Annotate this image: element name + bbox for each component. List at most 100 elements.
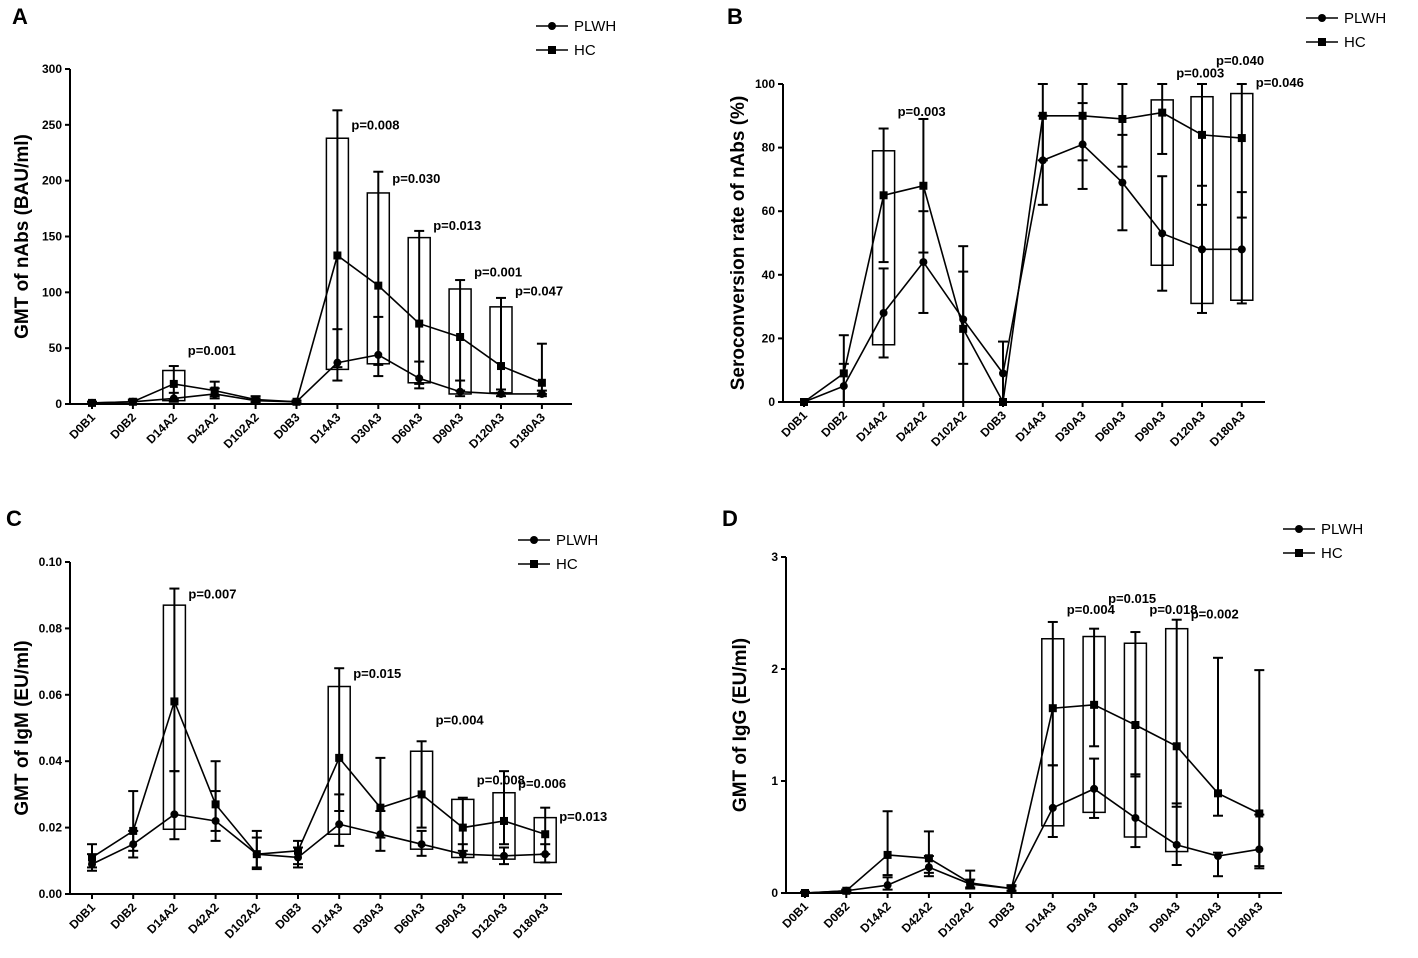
p-value-annotation: p=0.015 [1108, 591, 1156, 606]
p-value-annotation: p=0.047 [515, 284, 563, 299]
y-tick-label: 20 [762, 331, 776, 345]
y-tick-label: 100 [755, 77, 775, 91]
x-tick-label: D0B2 [107, 410, 139, 442]
y-tick-label: 0.10 [39, 555, 63, 569]
y-axis-label: GMT of IgM (EU/ml) [12, 640, 33, 815]
p-value-annotation: p=0.030 [392, 171, 440, 186]
data-point [919, 181, 928, 190]
x-tick-label: D0B3 [978, 408, 1010, 440]
series-hc [799, 83, 1247, 406]
x-tick-label: D14A3 [1023, 899, 1060, 936]
data-point [415, 319, 424, 328]
y-axis-label: GMT of IgG (EU/ml) [730, 638, 751, 812]
data-point [292, 397, 301, 406]
x-tick-label: D0B2 [108, 900, 140, 932]
data-point [801, 889, 809, 897]
data-point [500, 816, 508, 825]
y-tick-label: 0.08 [39, 621, 63, 635]
panel-label: D [722, 506, 738, 531]
x-tick-label: D14A2 [857, 899, 894, 936]
y-tick-label: 3 [771, 550, 778, 564]
legend-label: PLWH [574, 18, 616, 35]
data-point [294, 846, 302, 855]
data-point [883, 850, 892, 859]
series-hc [87, 109, 547, 407]
data-point [169, 379, 178, 388]
x-tick-label: D120A3 [1167, 408, 1208, 449]
data-point [1118, 114, 1127, 123]
data-point [497, 362, 505, 371]
y-tick-label: 50 [49, 341, 63, 355]
data-point [333, 251, 342, 260]
data-point [417, 840, 426, 849]
legend-label: PLWH [1321, 521, 1363, 538]
y-axis-label: Seroconversion rate of nAbs (%) [728, 96, 749, 391]
panel-A: A 0 50 100 150 200 250 300 D0B1 D0B2 D14A2 D42A2 D10… [12, 4, 616, 451]
p-value-annotation: p=0.004 [436, 713, 485, 728]
data-point [417, 790, 426, 799]
y-tick-label: 0.06 [39, 688, 63, 702]
legend-label: HC [1321, 545, 1343, 562]
data-point [919, 258, 928, 267]
legend-marker [1318, 38, 1326, 46]
data-point [1255, 809, 1264, 818]
legend-label: PLWH [1344, 10, 1386, 27]
y-tick-label: 0 [768, 395, 775, 409]
x-tick-label: D30A3 [350, 900, 387, 937]
data-point [1078, 111, 1087, 120]
data-point [211, 800, 220, 809]
data-point [541, 830, 550, 839]
p-value-annotation: p=0.013 [433, 218, 481, 233]
x-tick-label: D60A3 [1092, 408, 1129, 445]
p-value-annotation: p=0.003 [898, 104, 946, 119]
y-tick-label: 0 [55, 397, 62, 411]
data-point [842, 886, 851, 895]
x-tick-label: D30A3 [1064, 899, 1101, 936]
data-point [128, 397, 137, 406]
x-tick-label: D90A3 [430, 410, 467, 447]
x-tick-label: D14A2 [144, 410, 181, 447]
x-tick-label: D102A2 [222, 900, 263, 941]
legend-label: PLWH [556, 532, 598, 549]
y-tick-label: 150 [42, 230, 62, 244]
x-tick-label: D14A3 [1013, 408, 1050, 445]
series-line [804, 787, 1260, 894]
data-point [252, 850, 261, 859]
series-line [91, 699, 546, 859]
x-tick-label: D102A2 [935, 899, 976, 940]
data-point [537, 378, 546, 387]
data-point [924, 854, 933, 863]
data-point [170, 697, 179, 706]
data-point [170, 810, 179, 819]
x-tick-label: D0B3 [271, 410, 303, 442]
data-point [458, 850, 467, 859]
x-tick-label: D0B3 [986, 899, 1018, 931]
x-tick-label: D42A2 [899, 899, 936, 936]
p-value-annotation: p=0.013 [559, 809, 607, 824]
panel-label: B [727, 4, 743, 29]
x-tick-label: D14A2 [144, 900, 181, 937]
data-point [1048, 803, 1057, 812]
data-point [999, 398, 1007, 406]
x-tick-label: D0B1 [779, 408, 811, 440]
data-point [376, 803, 385, 812]
data-point [1198, 245, 1206, 254]
data-point [1007, 884, 1016, 893]
y-tick-label: 300 [42, 62, 62, 76]
data-point [1038, 111, 1047, 120]
y-axis-label: GMT of nAbs (BAU/ml) [12, 134, 33, 339]
data-point [1131, 813, 1140, 822]
data-point [959, 324, 968, 333]
p-value-annotation: p=0.015 [353, 666, 401, 681]
data-point [800, 398, 808, 406]
x-tick-label: D14A2 [853, 408, 890, 445]
x-tick-label: D0B1 [780, 899, 812, 931]
data-point [251, 395, 260, 404]
x-tick-label: D120A3 [1183, 899, 1224, 940]
data-point [839, 369, 848, 378]
series-line [803, 111, 1242, 405]
x-tick-label: D120A3 [469, 900, 510, 941]
x-tick-label: D180A3 [507, 410, 548, 451]
y-tick-label: 0.02 [39, 821, 63, 835]
